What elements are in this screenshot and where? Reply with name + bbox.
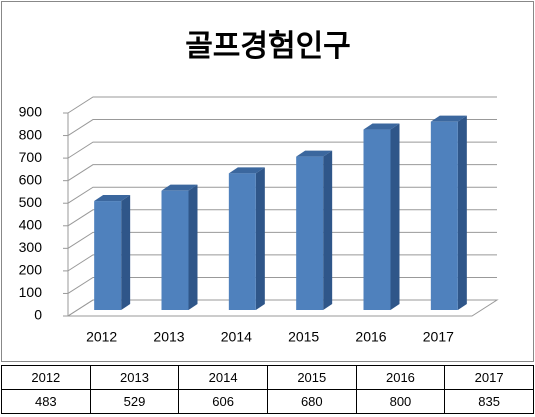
- bar-side: [255, 167, 265, 310]
- y-tick-label: 300: [19, 239, 43, 255]
- x-tick-label: 2016: [355, 329, 386, 345]
- y-tick-label: 800: [19, 126, 43, 142]
- bar: [228, 173, 256, 310]
- table-cell: 606: [178, 389, 268, 414]
- table-cell: 835: [444, 389, 534, 414]
- y-tick-label: 100: [19, 284, 43, 300]
- table-cell: 483: [1, 389, 91, 414]
- grid-line: [67, 254, 497, 272]
- table-row: 483 529 606 680 800 835: [1, 389, 534, 414]
- bar-top: [296, 150, 333, 157]
- table-cell: 2013: [89, 365, 180, 390]
- table-cell: 680: [266, 389, 357, 414]
- bar-side: [390, 123, 400, 310]
- bar-side: [121, 195, 131, 310]
- grid-line: [67, 164, 497, 182]
- bar-top: [161, 184, 198, 191]
- y-tick-label: 500: [19, 194, 43, 210]
- bar-top: [363, 123, 400, 130]
- grid-line: [67, 276, 497, 294]
- table-cell: 2012: [1, 365, 91, 390]
- grid-line: [67, 119, 497, 136]
- x-tick-label: 2014: [221, 329, 252, 345]
- y-tick-label: 600: [19, 171, 43, 187]
- table-cell: 529: [89, 389, 180, 414]
- grid-line: [67, 231, 497, 249]
- bar-top: [430, 115, 467, 122]
- bar: [296, 156, 324, 310]
- y-tick-label: 400: [19, 216, 43, 232]
- grid-line: [67, 209, 497, 227]
- table-cell: 2014: [178, 365, 268, 390]
- bar: [430, 121, 458, 311]
- x-tick-label: 2015: [288, 329, 319, 345]
- table-cell: 2016: [355, 365, 446, 390]
- bar-side: [188, 184, 198, 310]
- y-tick-label: 900: [19, 104, 43, 120]
- y-tick-label: 200: [19, 262, 43, 278]
- x-tick-label: 2017: [423, 329, 454, 345]
- bar-side: [323, 150, 333, 310]
- bar-top: [228, 167, 265, 174]
- table-row: 2012 2013 2014 2015 2016 2017: [1, 365, 534, 390]
- bar: [363, 129, 391, 310]
- table-cell: 2017: [444, 365, 534, 390]
- grid-line: [67, 96, 497, 114]
- chart: 골프경험인구 0 100 200 300 400 500 600 700 800 900 2012 2…: [1, 1, 534, 362]
- table-cell: 800: [355, 389, 446, 414]
- table-cell: 2015: [266, 365, 357, 390]
- y-tick-label: 0: [34, 307, 42, 323]
- bar-side: [457, 115, 467, 311]
- y-tick-label: 700: [19, 149, 43, 165]
- data-table: 2012 2013 2014 2015 2016 2017 483 529 606 680 800…: [1, 365, 534, 414]
- bar: [94, 201, 122, 310]
- x-tick-label: 2012: [86, 329, 117, 345]
- grid-line: [67, 186, 497, 204]
- x-tick-label: 2013: [153, 329, 184, 345]
- grid-line: [67, 141, 497, 159]
- grid-line: [67, 299, 497, 317]
- bar: [161, 190, 189, 310]
- chart-title: 골프경험인구: [185, 30, 351, 63]
- bar-top: [94, 195, 131, 202]
